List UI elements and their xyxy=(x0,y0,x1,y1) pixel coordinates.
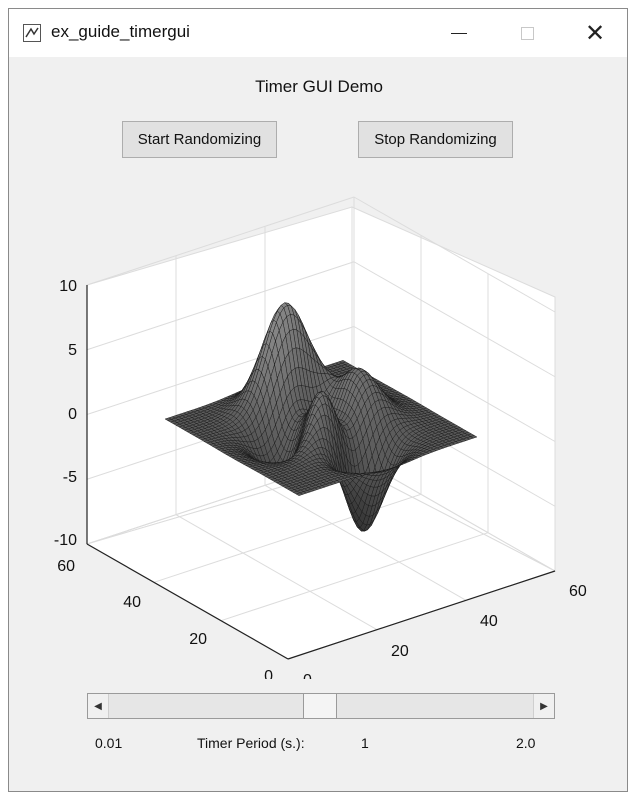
x-axis-line xyxy=(287,570,556,660)
window-title: ex_guide_timergui xyxy=(51,22,190,41)
slider-min-label: 0.01 xyxy=(95,735,123,751)
gui-title: Timer GUI Demo xyxy=(255,77,383,96)
back-grid-line xyxy=(353,261,556,378)
maximize-icon xyxy=(520,26,534,40)
axis-lines xyxy=(86,285,556,660)
slider-max-label: 2.0 xyxy=(516,735,536,751)
matlab-figure-icon xyxy=(23,24,41,42)
z-tick-label: -5 xyxy=(63,469,77,486)
x-tick-label: 40 xyxy=(480,613,498,630)
back-grid-line xyxy=(86,196,355,286)
y-tick-label: 60 xyxy=(57,558,75,575)
y-axis-line xyxy=(86,543,289,660)
minimize-icon xyxy=(451,32,467,34)
y-tick-label: 40 xyxy=(123,594,141,611)
slider-thumb[interactable] xyxy=(303,694,337,718)
surface-patch xyxy=(295,492,304,496)
close-icon: ✕ xyxy=(584,19,606,47)
slider-left-arrow[interactable]: ◀ xyxy=(88,694,109,718)
minimize-button[interactable] xyxy=(429,9,489,57)
timer-period-value: 1 xyxy=(361,735,369,751)
x-tick-label: 20 xyxy=(391,643,409,660)
triangle-right-icon: ▶ xyxy=(540,700,548,712)
stop-randomizing-button[interactable]: Stop Randomizing xyxy=(358,121,513,158)
z-tick-label: 5 xyxy=(68,342,77,359)
back-grid-line xyxy=(353,196,556,313)
floor-grid-line xyxy=(175,514,378,631)
floor-grid-line xyxy=(220,532,489,622)
back-grid-line xyxy=(353,326,556,442)
surface-plot[interactable]: 10 5 0 -5 -10 60 40 20 0 0 20 40 60 xyxy=(9,179,629,679)
floor-grid-line xyxy=(264,484,467,601)
back-grid-line xyxy=(86,261,355,351)
slider-right-arrow[interactable]: ▶ xyxy=(533,694,554,718)
x-tick-label: 0 xyxy=(303,672,312,679)
timer-period-caption: Timer Period (s.): xyxy=(197,735,305,751)
z-tick-label: 10 xyxy=(59,278,77,295)
z-tick-label: -10 xyxy=(54,532,77,549)
title-bar[interactable]: ex_guide_timergui ✕ xyxy=(9,9,627,57)
surface-mesh xyxy=(164,302,478,532)
z-tick-label: 0 xyxy=(68,406,77,423)
figure-window: ex_guide_timergui ✕ Timer GUI Demo Start… xyxy=(8,8,628,792)
y-tick-label: 0 xyxy=(264,668,273,679)
triangle-left-icon: ◀ xyxy=(94,700,102,712)
close-button[interactable]: ✕ xyxy=(565,9,625,57)
x-tick-label: 60 xyxy=(569,583,587,600)
y-tick-label: 20 xyxy=(189,631,207,648)
start-randomizing-button[interactable]: Start Randomizing xyxy=(122,121,277,158)
tick-labels: 10 5 0 -5 -10 60 40 20 0 0 20 40 60 xyxy=(54,278,587,679)
timer-period-slider[interactable]: ◀ ▶ xyxy=(87,693,555,719)
maximize-button[interactable] xyxy=(497,9,557,57)
